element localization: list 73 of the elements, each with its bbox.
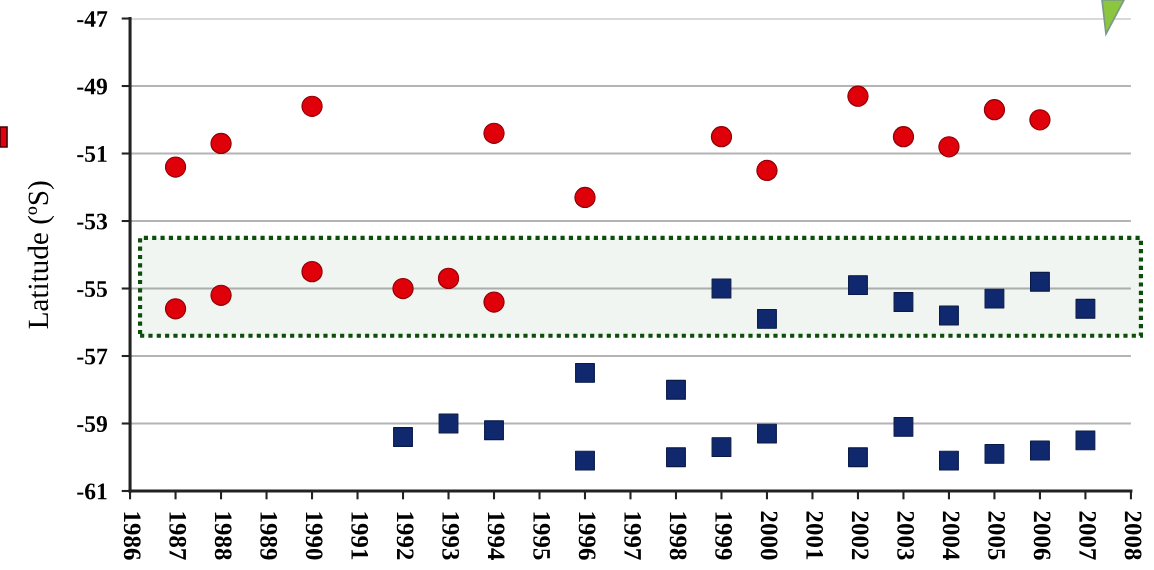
- point: [666, 447, 686, 468]
- x-tick-label: 1994: [487, 512, 505, 560]
- point: [711, 278, 732, 299]
- point: [893, 292, 914, 312]
- point: [848, 275, 868, 296]
- point: [892, 126, 915, 148]
- point: [210, 284, 232, 306]
- x-tick-label: 1997: [624, 512, 642, 560]
- x-tick-label: 1990: [305, 512, 323, 560]
- x-tick-label: 2005: [988, 511, 1006, 560]
- point: [392, 277, 414, 300]
- x-tick-label: 1995: [533, 512, 551, 560]
- x-tick-label: 2002: [851, 511, 869, 560]
- point: [164, 156, 187, 178]
- point: [757, 423, 777, 444]
- point: [939, 305, 959, 326]
- y-axis-title: Latitude (ºS): [27, 181, 55, 329]
- x-tick-label: 1986: [123, 512, 141, 560]
- point: [711, 437, 732, 458]
- y-tick-label: -61: [77, 483, 107, 500]
- x-tick-label: 1987: [169, 512, 187, 560]
- x-tick-label: 2001: [806, 511, 824, 560]
- point: [393, 427, 413, 447]
- x-tick-label: 1992: [396, 512, 414, 560]
- point: [483, 122, 505, 144]
- x-tick-label: 1993: [442, 512, 460, 560]
- point: [984, 288, 1005, 309]
- x-tick-label: 1988: [214, 512, 232, 560]
- x-tick-label: 2003: [897, 511, 915, 560]
- point: [574, 186, 596, 209]
- point: [756, 159, 778, 182]
- point: [1030, 271, 1050, 292]
- point: [164, 298, 187, 320]
- x-tick-label: 2007: [1079, 511, 1097, 560]
- y-tick-label: -57: [77, 348, 108, 365]
- point: [483, 291, 505, 313]
- y-tick-label: -53: [77, 213, 108, 230]
- x-tick-label: 2008: [1124, 511, 1142, 560]
- point: [1030, 440, 1050, 461]
- point: [984, 443, 1005, 464]
- point: [210, 132, 232, 155]
- point: [983, 99, 1006, 121]
- y-tick-label: -49: [77, 78, 107, 95]
- point: [710, 126, 733, 148]
- point: [1075, 298, 1096, 319]
- point: [847, 85, 869, 107]
- point: [301, 261, 323, 283]
- x-tick-label: 1989: [260, 512, 278, 560]
- x-tick-label: 2000: [760, 511, 778, 560]
- point: [575, 362, 595, 383]
- point: [575, 450, 595, 471]
- point: [1029, 109, 1051, 131]
- x-tick-label: 1996: [578, 512, 596, 560]
- y-tick-label: -55: [77, 281, 107, 297]
- point: [437, 267, 460, 290]
- x-tick-label: 1991: [351, 512, 369, 560]
- y-tick-label: -59: [77, 416, 107, 432]
- point: [848, 447, 868, 468]
- point: [666, 379, 686, 400]
- x-tick-label: 2006: [1033, 511, 1051, 560]
- point: [939, 450, 959, 471]
- point: [301, 95, 323, 117]
- point: [893, 416, 914, 437]
- y-tick-label: -51: [77, 146, 107, 162]
- point: [938, 136, 960, 158]
- point: [757, 308, 777, 329]
- x-tick-label: 2004: [942, 511, 960, 560]
- x-tick-label: 1998: [669, 512, 687, 560]
- y-tick-label: -47: [77, 11, 108, 27]
- x-tick-label: 1999: [715, 512, 733, 560]
- point: [1075, 430, 1096, 451]
- point: [484, 420, 504, 441]
- point: [438, 413, 459, 434]
